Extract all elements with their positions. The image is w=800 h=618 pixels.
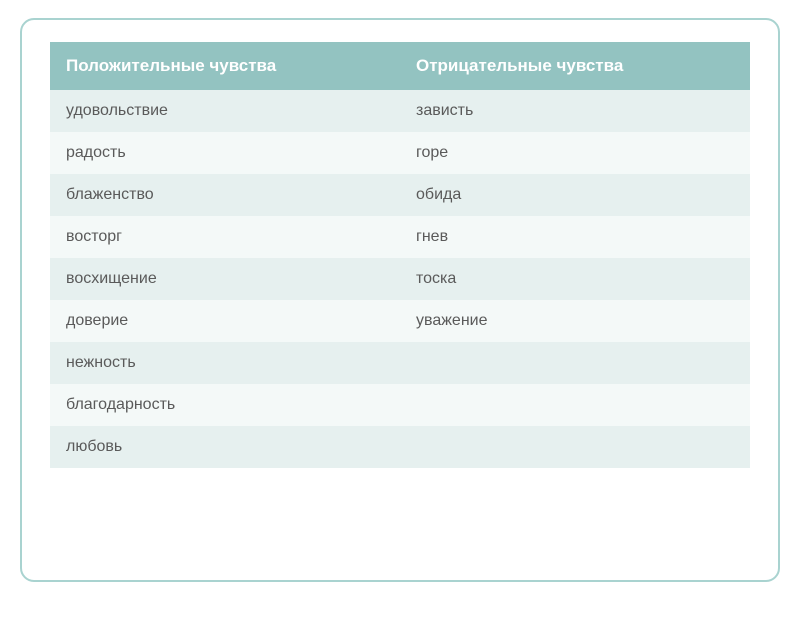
cell-positive: благодарность [50, 384, 400, 426]
table-row: восхищение тоска [50, 258, 750, 300]
cell-positive: любовь [50, 426, 400, 468]
feelings-table: Положительные чувства Отрицательные чувс… [50, 42, 750, 468]
table-row: восторг гнев [50, 216, 750, 258]
cell-negative: уважение [400, 300, 750, 342]
table-row: доверие уважение [50, 300, 750, 342]
table-body: удовольствие зависть радость горе блажен… [50, 90, 750, 468]
cell-negative [400, 384, 750, 426]
cell-negative [400, 342, 750, 384]
table-row: любовь [50, 426, 750, 468]
col-header-positive: Положительные чувства [50, 42, 400, 90]
col-header-negative: Отрицательные чувства [400, 42, 750, 90]
table-row: радость горе [50, 132, 750, 174]
table-row: нежность [50, 342, 750, 384]
cell-positive: радость [50, 132, 400, 174]
cell-negative: тоска [400, 258, 750, 300]
table-header-row: Положительные чувства Отрицательные чувс… [50, 42, 750, 90]
cell-positive: нежность [50, 342, 400, 384]
cell-positive: блаженство [50, 174, 400, 216]
cell-positive: доверие [50, 300, 400, 342]
cell-negative: зависть [400, 90, 750, 132]
cell-negative [400, 426, 750, 468]
table-row: удовольствие зависть [50, 90, 750, 132]
slide-frame: Положительные чувства Отрицательные чувс… [20, 18, 780, 582]
cell-positive: восхищение [50, 258, 400, 300]
cell-negative: обида [400, 174, 750, 216]
cell-positive: восторг [50, 216, 400, 258]
cell-negative: горе [400, 132, 750, 174]
cell-negative: гнев [400, 216, 750, 258]
cell-positive: удовольствие [50, 90, 400, 132]
table-row: блаженство обида [50, 174, 750, 216]
table-row: благодарность [50, 384, 750, 426]
